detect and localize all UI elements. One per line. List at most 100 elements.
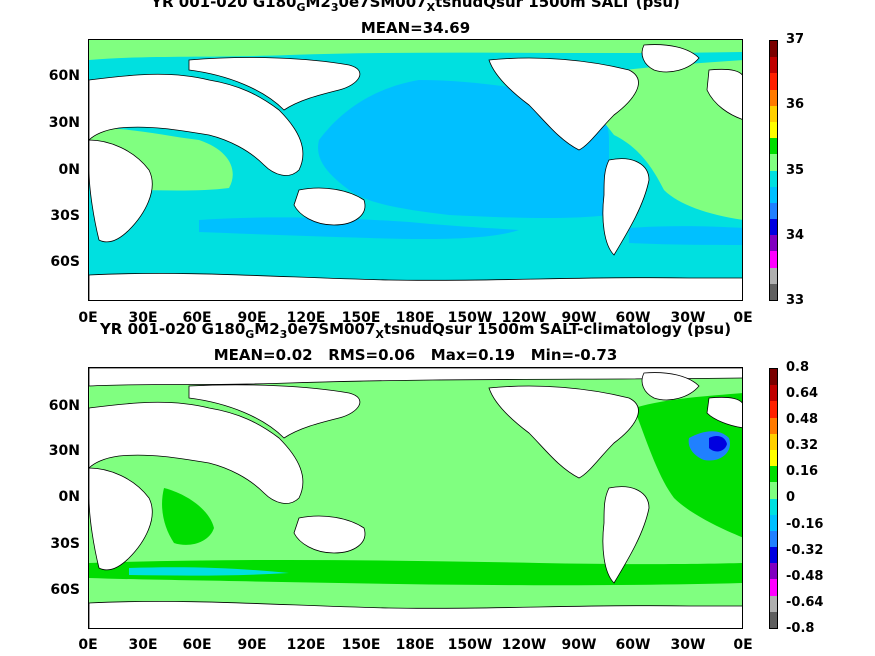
top-lat-label-30s: 30S [50, 208, 80, 224]
colorbar-segment [770, 170, 777, 187]
colorbar-segment [770, 105, 777, 122]
bottom-colorbar [769, 368, 778, 629]
top-land-antarctica [89, 272, 742, 300]
bottom-cb-label: 0.32 [786, 438, 819, 453]
top-lon-label: 120E [286, 310, 326, 326]
bottom-lon-label: 60W [615, 637, 651, 653]
top-lat-label-60n: 60N [48, 68, 80, 84]
bottom-land-north-america [488, 385, 639, 479]
top-cb-label: 37 [786, 32, 805, 47]
bottom-cb-label: 0.16 [786, 464, 819, 479]
top-title-mean: MEAN=34.69 [360, 19, 471, 37]
top-map [88, 39, 743, 301]
colorbar-segment [770, 449, 777, 467]
colorbar-segment [770, 482, 777, 499]
bottom-lon-label: 180E [395, 637, 435, 653]
bottom-map-svg [89, 368, 742, 628]
colorbar-segment [770, 417, 777, 434]
bottom-land-africa [89, 467, 153, 571]
bottom-neg-band [129, 567, 289, 576]
top-map-svg [89, 40, 742, 300]
bottom-lat-label-60s: 60S [50, 582, 80, 598]
top-lon-label: 150W [447, 310, 493, 326]
colorbar-segment [770, 547, 777, 564]
colorbar-segment [770, 466, 777, 483]
top-lon-label: 0E [733, 310, 753, 326]
colorbar-segment [770, 385, 777, 402]
colorbar-segment [770, 595, 777, 612]
top-arctic-green [89, 40, 742, 60]
top-lon-label: 60E [182, 310, 212, 326]
bottom-lon-label: 90W [561, 637, 597, 653]
top-cb-label: 35 [786, 163, 805, 178]
bottom-cb-label: -0.16 [786, 517, 824, 532]
top-lat-label-30n: 30N [48, 115, 80, 131]
top-land-greenland [641, 44, 700, 73]
bottom-lat-label-30n: 30N [48, 443, 80, 459]
bottom-cb-label: 0.8 [786, 360, 810, 375]
colorbar-segment [770, 579, 777, 596]
bottom-title-line1: YR 001-020 G180GM230e7SM007XtsnudQsur 15… [99, 320, 732, 341]
bottom-lon-label: 150W [447, 637, 493, 653]
colorbar-segment [770, 138, 777, 155]
top-lon-label: 30W [670, 310, 706, 326]
bottom-land-greenland [641, 372, 700, 401]
bottom-lat-label-30s: 30S [50, 536, 80, 552]
bottom-land-siberia [188, 384, 361, 439]
top-cb-label: 34 [786, 228, 805, 243]
bottom-land-eurasia [89, 401, 304, 504]
bottom-lat-label-60n: 60N [48, 398, 80, 414]
bottom-land-south-america [602, 486, 650, 584]
colorbar-segment [770, 219, 777, 236]
top-land-north-america [488, 57, 639, 151]
bottom-indian-pos [162, 488, 214, 545]
top-lon-label: 150E [341, 310, 381, 326]
top-atlantic-south-band [629, 226, 742, 245]
top-lon-label: 90E [237, 310, 267, 326]
top-cb-label: 36 [786, 97, 805, 112]
bottom-south-pos-band [89, 559, 742, 586]
top-pacific-core [318, 80, 609, 219]
top-land-australia [293, 187, 366, 226]
colorbar-segment [770, 251, 777, 268]
bottom-cb-label: -0.32 [786, 543, 824, 558]
bottom-lat-label-0n: 0N [58, 489, 80, 505]
top-south-band [199, 217, 519, 240]
colorbar-segment [770, 267, 777, 284]
bottom-lon-label: 150E [341, 637, 381, 653]
top-land-eurasia [89, 73, 304, 176]
top-lon-label: 0E [78, 310, 98, 326]
bottom-lon-label: 0E [733, 637, 753, 653]
top-lon-label: 60W [615, 310, 651, 326]
top-lon-label: 90W [561, 310, 597, 326]
colorbar-segment [770, 154, 777, 171]
top-lon-label: 180E [395, 310, 435, 326]
bottom-land-australia [293, 515, 366, 554]
bottom-cb-label: -0.8 [786, 621, 815, 636]
colorbar-segment [770, 401, 777, 418]
top-land-south-america [602, 158, 650, 256]
colorbar-segment [770, 514, 777, 531]
bottom-cb-label: 0.48 [786, 412, 819, 427]
bottom-cb-label: -0.64 [786, 595, 824, 610]
colorbar-segment [770, 73, 777, 90]
colorbar-segment [770, 433, 777, 450]
bottom-lon-label: 120E [286, 637, 326, 653]
bottom-atlantic-pos [634, 393, 742, 538]
bottom-lon-label: 120W [501, 637, 547, 653]
top-lat-label-0n: 0N [58, 162, 80, 178]
bottom-north-atlantic-min [709, 436, 727, 452]
top-cb-label: 33 [786, 293, 805, 308]
bottom-lon-label: 30E [128, 637, 158, 653]
bottom-land-europe [706, 396, 742, 429]
colorbar-segment [770, 186, 777, 203]
top-lon-label: 30E [128, 310, 158, 326]
bottom-cb-label: 0.64 [786, 386, 819, 401]
colorbar-segment [770, 498, 777, 515]
bottom-title-stats: MEAN=0.02 RMS=0.06 Max=0.19 Min=-0.73 [213, 346, 618, 364]
colorbar-segment [770, 611, 777, 628]
top-title-line1: YR 001-020 G180GM230e7SM007XtsnudQsur 15… [151, 0, 680, 14]
top-land-europe [706, 68, 742, 120]
colorbar-segment [770, 283, 777, 300]
bottom-lon-label: 0E [78, 637, 98, 653]
